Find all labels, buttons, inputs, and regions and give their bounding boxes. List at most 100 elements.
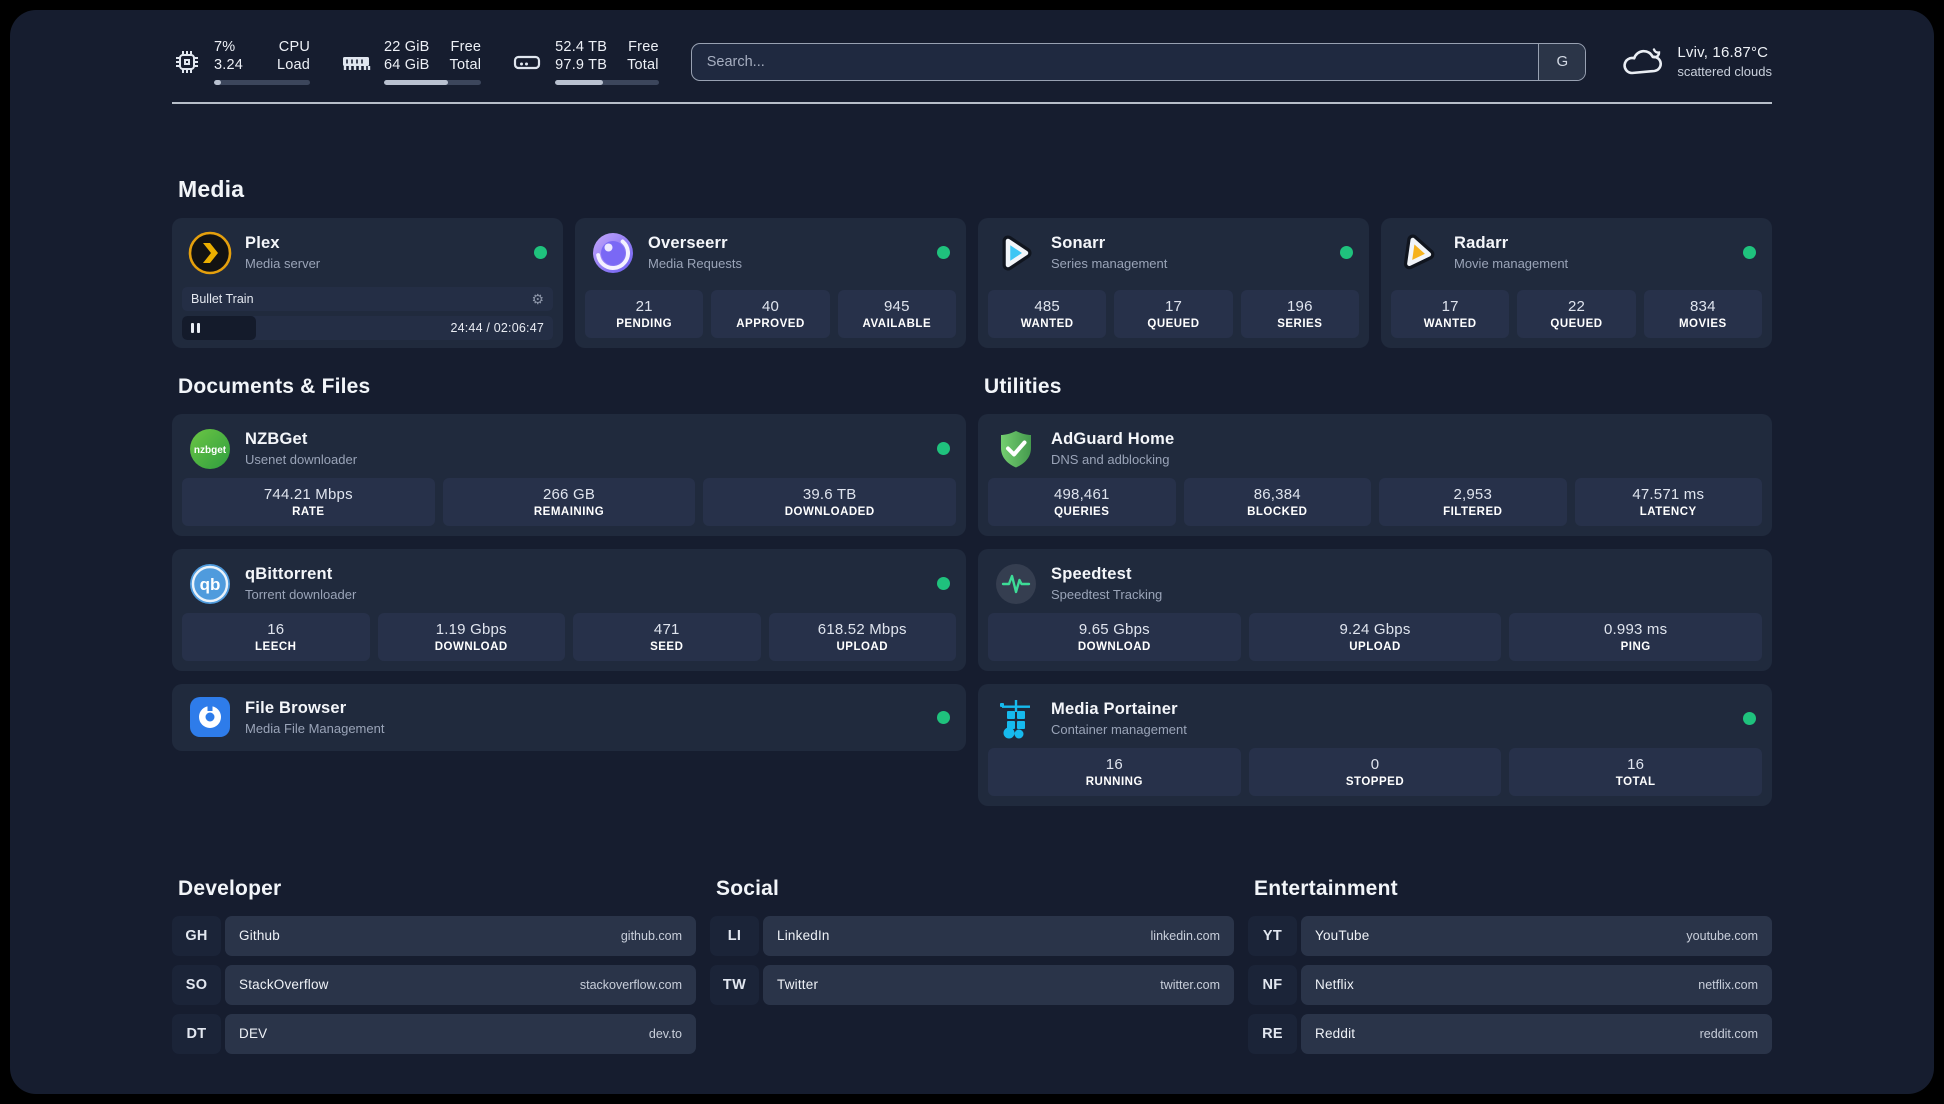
- stat-tile: 47.571 ms LATENCY: [1574, 477, 1762, 526]
- link-url: netflix.com: [1698, 977, 1758, 992]
- link-url: stackoverflow.com: [579, 977, 682, 992]
- app-name: File Browser: [245, 698, 347, 717]
- app-subtitle: Movie management: [1454, 256, 1569, 271]
- section-title-utilities: Utilities: [984, 374, 1062, 398]
- link-url: github.com: [620, 928, 682, 943]
- link-dev[interactable]: DT DEV dev.to: [172, 1013, 696, 1054]
- utilities-column: Utilities AdGuard Home: [978, 375, 1772, 819]
- stat-tile: 17 WANTED: [1391, 289, 1510, 338]
- app-card-overseerr[interactable]: Overseerr Media Requests 21 PENDING 40 A…: [575, 217, 966, 348]
- search-bar[interactable]: G: [690, 42, 1587, 81]
- app-subtitle: Media server: [245, 256, 321, 271]
- app-card-speedtest[interactable]: Speedtest Speedtest Tracking 9.65 Gbps D…: [978, 548, 1772, 671]
- storage-total-label: Total: [627, 57, 659, 73]
- cpu-label: CPU: [278, 39, 310, 55]
- section-title-media: Media: [178, 175, 245, 202]
- app-card-filebrowser[interactable]: File Browser Media File Management: [172, 683, 966, 751]
- playback-elapsed: [182, 315, 257, 340]
- link-url: reddit.com: [1699, 1026, 1758, 1041]
- svg-text:qb: qb: [200, 575, 221, 594]
- app-name: Speedtest: [1051, 565, 1132, 583]
- stat-tile: 945 AVAILABLE: [837, 289, 956, 338]
- link-github[interactable]: GH Github github.com: [172, 915, 696, 956]
- links-developer: Developer GH Github github.com SO StackO…: [172, 877, 696, 1063]
- plex-icon: [188, 231, 232, 275]
- section-title-developer: Developer: [178, 876, 282, 900]
- app-name: Media Portainer: [1051, 700, 1178, 718]
- app-name: AdGuard Home: [1051, 430, 1175, 448]
- app-subtitle: Media File Management: [245, 720, 385, 736]
- link-url: dev.to: [648, 1026, 682, 1041]
- app-subtitle: Usenet downloader: [245, 452, 358, 467]
- app-subtitle: DNS and adblocking: [1051, 452, 1170, 467]
- app-subtitle: Speedtest Tracking: [1051, 587, 1163, 602]
- sonarr-icon: [994, 231, 1038, 275]
- app-card-sonarr[interactable]: Sonarr Series management 485 WANTED 17 Q…: [978, 217, 1369, 348]
- link-netflix[interactable]: NF Netflix netflix.com: [1248, 964, 1772, 1005]
- section-title-documents: Documents & Files: [178, 374, 371, 398]
- link-name: Netflix: [1315, 977, 1354, 992]
- app-card-nzbget[interactable]: nzbget NZBGet Usenet downloader 744.21 M…: [172, 413, 966, 536]
- link-name: Twitter: [777, 977, 819, 992]
- link-name: YouTube: [1315, 928, 1370, 943]
- link-stackoverflow[interactable]: SO StackOverflow stackoverflow.com: [172, 964, 696, 1005]
- status-dot: [1743, 712, 1756, 725]
- status-dot: [1743, 246, 1756, 259]
- stat-tile: 744.21 Mbps RATE: [182, 477, 435, 526]
- memory-free-value: 22 GiB: [384, 39, 430, 55]
- documents-column: Documents & Files nzbget NZBG: [172, 375, 966, 819]
- stat-tile: 834 MOVIES: [1643, 289, 1762, 338]
- disk-icon: [514, 55, 541, 69]
- app-card-qbittorrent[interactable]: qb qBittorrent Torrent downloader 16 LEE…: [172, 548, 966, 671]
- link-url: twitter.com: [1160, 977, 1220, 992]
- link-youtube[interactable]: YT YouTube youtube.com: [1248, 915, 1772, 956]
- header-divider: [172, 102, 1772, 104]
- stat-tile: 0 STOPPED: [1248, 747, 1502, 796]
- link-abbr: RE: [1248, 1013, 1297, 1054]
- adguard-icon: [994, 427, 1038, 471]
- status-dot: [937, 577, 950, 590]
- stat-tile: 16 LEECH: [182, 612, 370, 661]
- speedtest-icon: [994, 562, 1038, 606]
- storage-progress-bar: [555, 80, 659, 85]
- link-abbr: DT: [172, 1013, 221, 1054]
- stat-tile: 471 SEED: [573, 612, 761, 661]
- status-dot: [937, 442, 950, 455]
- gear-icon[interactable]: ⚙: [531, 290, 544, 307]
- weather-condition: scattered clouds: [1677, 64, 1772, 79]
- search-input[interactable]: [691, 43, 1539, 80]
- app-card-radarr[interactable]: Radarr Movie management 17 WANTED 22 QUE…: [1381, 217, 1772, 348]
- stat-tile: 498,461 QUERIES: [988, 477, 1176, 526]
- memory-total-label: Total: [449, 57, 482, 73]
- app-name: qBittorrent: [245, 565, 333, 583]
- cloud-icon: [1623, 47, 1663, 74]
- link-twitter[interactable]: TW Twitter twitter.com: [710, 964, 1234, 1005]
- memory-free-label: Free: [450, 39, 482, 55]
- memory-metric: 22 GiB 64 GiB Free Total: [340, 38, 482, 85]
- app-card-portainer[interactable]: Media Portainer Container management 16 …: [978, 683, 1772, 806]
- stat-tile: 0.993 ms PING: [1509, 612, 1763, 661]
- app-subtitle: Series management: [1051, 256, 1168, 271]
- playback-progress-bar[interactable]: 24:44 / 02:06:47: [182, 315, 553, 340]
- svg-text:nzbget: nzbget: [194, 445, 227, 456]
- stat-tile: 21 PENDING: [585, 289, 704, 338]
- link-abbr: GH: [172, 915, 221, 956]
- status-dot: [1340, 246, 1353, 259]
- stat-tile: 618.52 Mbps UPLOAD: [768, 612, 956, 661]
- stat-tile: 266 GB REMAINING: [442, 477, 696, 526]
- now-playing-title: Bullet Train: [191, 291, 254, 306]
- app-card-plex[interactable]: Plex Media server Bullet Train ⚙ 24:44 /…: [172, 217, 563, 348]
- stat-tile: 39.6 TB DOWNLOADED: [703, 477, 957, 526]
- pause-icon[interactable]: [191, 322, 200, 333]
- link-reddit[interactable]: RE Reddit reddit.com: [1248, 1013, 1772, 1054]
- links-row: Developer GH Github github.com SO StackO…: [172, 877, 1772, 1063]
- search-provider-button[interactable]: G: [1538, 43, 1586, 80]
- stat-tile: 86,384 BLOCKED: [1183, 477, 1371, 526]
- storage-free-value: 52.4 TB: [555, 39, 608, 55]
- app-card-adguard[interactable]: AdGuard Home DNS and adblocking 498,461 …: [978, 413, 1772, 536]
- link-linkedin[interactable]: LI LinkedIn linkedin.com: [710, 915, 1234, 956]
- link-abbr: TW: [710, 964, 759, 1005]
- cpu-progress-fill: [214, 80, 221, 85]
- qbittorrent-icon: qb: [188, 562, 232, 606]
- cpu-usage-value: 7%: [214, 39, 236, 55]
